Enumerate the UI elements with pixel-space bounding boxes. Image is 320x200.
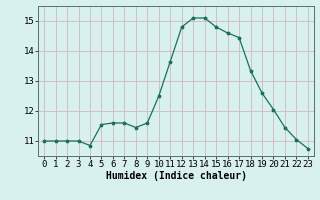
X-axis label: Humidex (Indice chaleur): Humidex (Indice chaleur): [106, 171, 246, 181]
